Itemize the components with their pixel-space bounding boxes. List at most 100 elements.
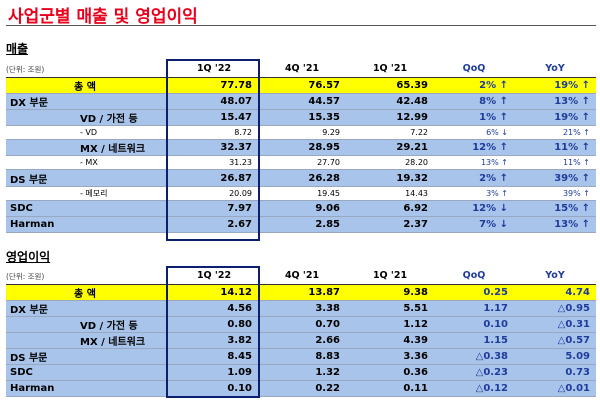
op-cell-vd-appliance-yoy: △0.31 <box>557 319 590 330</box>
sales-cell-total-1q22: 77.78 <box>220 80 252 91</box>
sales-label-ds: DS 부문 <box>10 174 48 186</box>
op-current-quarter-highlight <box>166 266 260 398</box>
sales-row-memory: - 메모리 20.09 19.45 14.43 3% ↑ 39% ↑ <box>6 187 596 200</box>
sales-row-mx-network: MX / 네트워크 32.37 28.95 29.21 12% ↑ 11% ↑ <box>6 140 596 155</box>
sales-cell-ds-1q21: 19.32 <box>396 172 428 184</box>
op-cell-dx-qoq: 1.17 <box>483 303 508 314</box>
sales-label-total: 총 액 <box>74 82 96 93</box>
sales-cell-mx-network-yoy: 11% ↑ <box>554 142 590 153</box>
op-cell-vd-appliance-1q22: 0.80 <box>227 319 252 330</box>
op-row-mx-network: MX / 네트워크 3.82 2.66 4.39 1.15 △0.57 <box>6 333 596 348</box>
op-cell-vd-appliance-qoq: 0.10 <box>483 319 508 330</box>
sales-row-divider <box>6 109 596 110</box>
sales-label-dx: DX 부문 <box>10 98 48 109</box>
op-cell-sdc-1q21: 0.36 <box>403 367 428 378</box>
sales-cell-sdc-1q21: 6.92 <box>403 203 428 214</box>
sales-row-divider <box>6 155 596 156</box>
sales-cell-harman-qoq: 7% ↓ <box>479 219 508 230</box>
sales-cell-vd-1q22: 8.72 <box>234 128 252 137</box>
op-label-sdc: SDC <box>10 367 33 378</box>
op-cell-dx-4q21: 3.38 <box>315 303 340 314</box>
sales-cell-harman-1q22: 2.67 <box>227 219 252 230</box>
op-cell-vd-appliance-1q21: 1.12 <box>403 319 428 330</box>
op-row-divider <box>6 364 596 365</box>
sales-cell-total-4q21: 76.57 <box>308 80 340 91</box>
op-row-harman: Harman 0.10 0.22 0.11 △0.12 △0.01 <box>6 381 596 396</box>
op-row-dx: DX 부문 4.56 3.38 5.51 1.17 △0.95 <box>6 301 596 316</box>
op-cell-sdc-1q22: 1.09 <box>227 367 252 378</box>
op-cell-mx-network-qoq: 1.15 <box>483 335 508 346</box>
sales-cell-mx-network-1q22: 32.37 <box>220 142 252 153</box>
sales-row-vd: - VD 8.72 9.29 7.22 6% ↓ 21% ↑ <box>6 126 596 139</box>
sales-header-yoy: YoY <box>545 63 565 74</box>
op-row-divider <box>6 380 596 381</box>
sales-label-harman: Harman <box>10 219 55 230</box>
sales-cell-mx-4q21: 27.70 <box>317 158 340 167</box>
op-cell-harman-1q22: 0.10 <box>227 383 252 394</box>
op-row-total: 총 액 14.12 13.87 9.38 0.25 4.74 <box>6 285 596 300</box>
sales-row-divider <box>6 200 596 201</box>
sales-header-rule <box>6 77 596 78</box>
sales-current-quarter-highlight <box>166 59 260 241</box>
sales-cell-ds-qoq: 2% ↑ <box>479 172 508 184</box>
sales-header-1q22: 1Q '22 <box>196 63 232 74</box>
sales-label-mx: - MX <box>80 158 98 167</box>
sales-row-dx: DX 부문 48.07 44.57 42.48 8% ↑ 13% ↑ <box>6 94 596 109</box>
op-label-mx-network: MX / 네트워크 <box>80 337 146 348</box>
sales-cell-vd-4q21: 9.29 <box>322 128 340 137</box>
op-row-divider <box>6 316 596 317</box>
sales-cell-dx-4q21: 44.57 <box>308 96 340 107</box>
op-cell-total-1q21: 9.38 <box>403 287 428 298</box>
page-title: 사업군별 매출 및 영업이익 <box>8 7 198 27</box>
sales-cell-vd-qoq: 6% ↓ <box>486 128 508 137</box>
sales-cell-vd-appliance-qoq: 1% ↑ <box>479 112 508 123</box>
sales-label-mx-network: MX / 네트워크 <box>80 144 146 155</box>
sales-cell-sdc-yoy: 15% ↑ <box>554 203 590 214</box>
sales-cell-memory-qoq: 3% ↑ <box>486 189 508 198</box>
op-unit-label: (단위: 조원) <box>6 272 45 281</box>
op-cell-total-yoy: 4.74 <box>565 287 590 298</box>
op-cell-ds-yoy: 5.09 <box>565 351 590 362</box>
op-row-sdc: SDC 1.09 1.32 0.36 △0.23 0.73 <box>6 365 596 380</box>
op-row-divider <box>6 396 596 397</box>
sales-cell-sdc-qoq: 12% ↓ <box>472 203 508 214</box>
op-cell-dx-1q21: 5.51 <box>403 303 428 314</box>
sales-header-1q21: 1Q '21 <box>372 63 408 74</box>
sales-label-sdc: SDC <box>10 203 33 214</box>
sales-cell-mx-qoq: 13% ↑ <box>480 158 508 167</box>
sales-cell-harman-yoy: 13% ↑ <box>554 219 590 230</box>
op-cell-ds-1q22: 8.45 <box>227 351 252 362</box>
sales-row-vd-appliance: VD / 가전 등 15.47 15.35 12.99 1% ↑ 19% ↑ <box>6 110 596 125</box>
op-cell-total-qoq: 0.25 <box>483 287 508 298</box>
op-section-title: 영업이익 <box>6 250 51 264</box>
title-divider <box>6 25 596 26</box>
op-cell-sdc-4q21: 1.32 <box>315 367 340 378</box>
sales-row-harman: Harman 2.67 2.85 2.37 7% ↓ 13% ↑ <box>6 217 596 232</box>
sales-cell-mx-network-qoq: 12% ↑ <box>472 142 508 153</box>
op-label-harman: Harman <box>10 383 55 394</box>
op-label-dx: DX 부문 <box>10 305 48 316</box>
sales-cell-total-qoq: 2% ↑ <box>479 80 508 91</box>
sales-cell-sdc-1q22: 7.97 <box>227 203 252 214</box>
sales-cell-ds-yoy: 39% ↑ <box>554 172 590 184</box>
sales-row-divider <box>6 232 596 233</box>
sales-cell-sdc-4q21: 9.06 <box>315 203 340 214</box>
sales-cell-dx-yoy: 13% ↑ <box>554 96 590 107</box>
op-header-4q21: 4Q '21 <box>284 270 320 281</box>
op-cell-mx-network-yoy: △0.57 <box>557 335 590 346</box>
sales-cell-memory-1q22: 20.09 <box>229 189 252 198</box>
sales-cell-mx-1q21: 28.20 <box>405 158 428 167</box>
op-row-divider <box>6 348 596 349</box>
sales-cell-vd-appliance-4q21: 15.35 <box>308 112 340 123</box>
op-cell-mx-network-1q22: 3.82 <box>227 335 252 346</box>
sales-row-total: 총 액 77.78 76.57 65.39 2% ↑ 19% ↑ <box>6 78 596 93</box>
sales-cell-dx-qoq: 8% ↑ <box>479 96 508 107</box>
op-cell-mx-network-4q21: 2.66 <box>315 335 340 346</box>
op-row-vd-appliance: VD / 가전 등 0.80 0.70 1.12 0.10 △0.31 <box>6 317 596 332</box>
sales-cell-memory-yoy: 39% ↑ <box>562 189 590 198</box>
sales-cell-mx-network-4q21: 28.95 <box>308 142 340 153</box>
op-cell-harman-1q21: 0.11 <box>403 383 428 394</box>
op-cell-dx-yoy: △0.95 <box>557 303 590 314</box>
sales-cell-harman-1q21: 2.37 <box>403 219 428 230</box>
sales-cell-total-1q21: 65.39 <box>396 80 428 91</box>
